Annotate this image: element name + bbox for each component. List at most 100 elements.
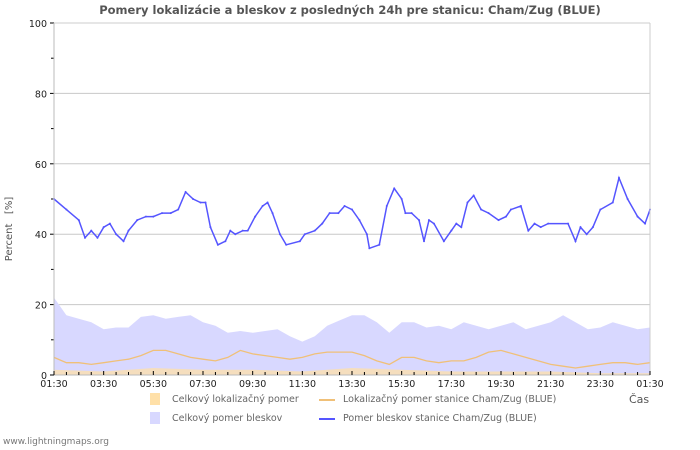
data-point (626, 198, 629, 200)
data-point (229, 229, 232, 232)
data-point (539, 226, 542, 229)
data-point (184, 190, 187, 193)
data-point (636, 215, 639, 218)
x-axis-label: Čas (629, 393, 650, 406)
x-tick-label: 01:30 (636, 379, 663, 390)
data-point (487, 212, 490, 215)
y-tick-label: 0 (41, 371, 47, 382)
data-point (432, 222, 435, 225)
data-point (385, 205, 388, 208)
y-tick-label: 80 (35, 89, 47, 100)
legend-label: Lokalizačný pomer stanice Cham/Zug (BLUE… (343, 394, 557, 405)
data-point (611, 201, 614, 204)
data-point (472, 194, 475, 197)
series-line-2 (53, 349, 651, 369)
x-tick-label: 13:30 (338, 379, 365, 390)
data-point (102, 226, 105, 229)
x-tick-label: 15:30 (388, 379, 415, 390)
data-point (351, 208, 353, 211)
legend-line-lokalizacny-stanice (319, 399, 335, 401)
data-point (527, 229, 530, 232)
data-point (278, 233, 281, 236)
y-axis-label: Percent [%] (4, 197, 15, 262)
data-point (574, 240, 577, 243)
data-point (567, 222, 570, 225)
x-tick-label: 11:30 (289, 379, 316, 390)
data-point (337, 212, 340, 215)
legend-swatch-celkovy-lokalizacny (150, 393, 160, 405)
y-tick-label: 60 (35, 160, 47, 171)
chart-title: Pomery lokalizácie a bleskov z poslednýc… (99, 3, 601, 17)
data-point (393, 187, 396, 190)
data-point (234, 233, 237, 236)
data-point (65, 208, 68, 211)
data-point (254, 215, 257, 218)
data-point (90, 229, 93, 232)
data-point (644, 222, 647, 225)
data-point (169, 212, 172, 215)
data-point (533, 222, 536, 225)
legend-label: Celkový pomer bleskov (172, 413, 283, 424)
data-point (466, 201, 469, 204)
data-point (442, 240, 445, 243)
x-tick-label: 03:30 (90, 379, 117, 390)
legend-swatch-celkovy-pomer-bleskov (150, 412, 160, 424)
data-point (261, 205, 264, 208)
y-tick-label: 100 (29, 19, 47, 30)
data-point (271, 212, 274, 215)
data-point (136, 219, 139, 222)
data-point (152, 215, 155, 218)
data-point (509, 208, 512, 211)
data-point (177, 208, 180, 211)
data-point (96, 236, 99, 239)
data-point (378, 243, 381, 246)
y-tick-label: 20 (35, 301, 47, 312)
data-point (246, 229, 249, 232)
data-point (266, 201, 269, 204)
data-point (321, 222, 324, 225)
data-point (497, 219, 500, 222)
data-point (460, 226, 463, 229)
x-tick-label: 09:30 (239, 379, 266, 390)
data-point (400, 198, 403, 200)
x-tick-label: 05:30 (140, 379, 167, 390)
series-line-3 (53, 175, 651, 250)
data-point (585, 233, 588, 236)
footer-link[interactable]: www.lightningmaps.org (3, 437, 109, 447)
data-point (224, 240, 227, 243)
x-tick-label: 23:30 (587, 379, 614, 390)
x-tick-label: 17:30 (438, 379, 465, 390)
data-point (617, 176, 620, 179)
data-point (343, 205, 346, 208)
data-point (285, 243, 288, 246)
data-point (84, 236, 87, 239)
data-point (480, 208, 483, 211)
data-point (115, 233, 118, 236)
data-point (204, 201, 207, 204)
data-point (547, 222, 550, 225)
data-point (450, 229, 453, 232)
data-point (241, 229, 244, 232)
data-point (192, 198, 195, 200)
data-point (328, 212, 331, 215)
data-point (209, 226, 212, 229)
x-tick-label: 07:30 (189, 379, 216, 390)
data-point (365, 233, 368, 236)
data-point (404, 212, 407, 215)
y-tick-label: 40 (35, 230, 47, 241)
data-point (368, 247, 371, 250)
data-point (410, 212, 413, 215)
data-point (418, 219, 421, 222)
x-tick-label: 21:30 (537, 379, 564, 390)
data-point (504, 215, 507, 218)
data-point (519, 205, 522, 208)
data-point (455, 222, 458, 225)
data-point (358, 219, 361, 222)
data-point (108, 222, 111, 225)
data-point (199, 201, 202, 204)
data-point (127, 229, 130, 232)
data-point (122, 240, 125, 243)
series-area-0 (54, 297, 650, 375)
data-point (303, 233, 306, 236)
